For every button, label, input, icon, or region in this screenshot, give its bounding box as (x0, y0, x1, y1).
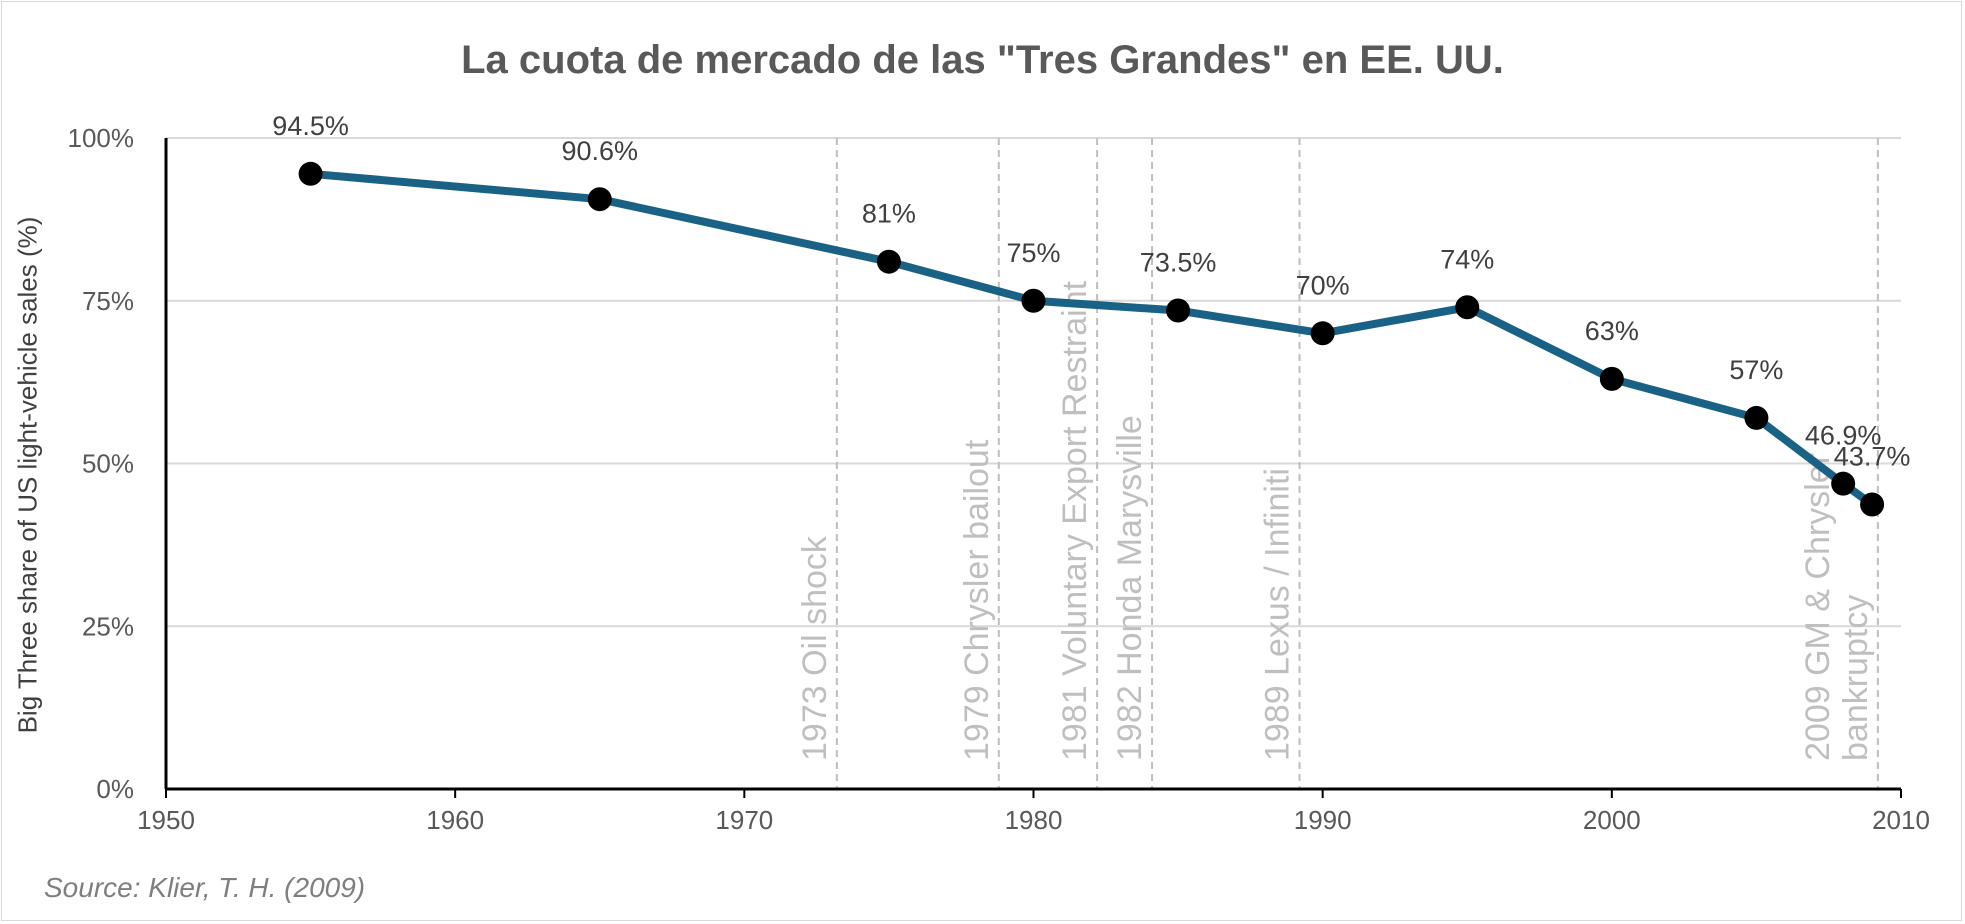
data-label: 70% (1296, 270, 1350, 300)
y-tick-label: 75% (82, 286, 134, 316)
x-tick-label: 1950 (137, 805, 195, 835)
data-point (1021, 288, 1046, 313)
data-label: 63% (1585, 316, 1639, 346)
data-point (587, 187, 612, 212)
data-point (1744, 405, 1769, 430)
x-tick-label: 2010 (1872, 805, 1930, 835)
source-note: Source: Klier, T. H. (2009) (44, 872, 366, 903)
x-tick-label: 1980 (1005, 805, 1063, 835)
data-label: 94.5% (272, 111, 349, 141)
data-label: 90.6% (561, 136, 638, 166)
data-point (298, 161, 323, 186)
data-label: 75% (1006, 238, 1060, 268)
event-label: 1989 Lexus / Infiniti (1259, 468, 1297, 761)
event-label: 1973 Oil shock (796, 535, 834, 761)
y-tick-label: 0% (96, 774, 134, 804)
data-label: 57% (1729, 355, 1783, 385)
data-point (1599, 366, 1624, 391)
x-tick-label: 2000 (1583, 805, 1641, 835)
data-label: 43.7% (1834, 442, 1911, 472)
data-point (876, 249, 901, 274)
event-label: 2009 GM & Chrysler (1799, 453, 1837, 761)
event-label: 1982 Honda Marysville (1111, 415, 1149, 761)
y-tick-label: 100% (68, 123, 135, 153)
x-tick-label: 1970 (715, 805, 773, 835)
data-label: 81% (862, 199, 916, 229)
data-label: 73.5% (1140, 248, 1217, 278)
x-tick-label: 1960 (426, 805, 484, 835)
event-label: 1981 Voluntary Export Restraint (1056, 280, 1094, 761)
data-point (1831, 471, 1856, 496)
chart-title: La cuota de mercado de las "Tres Grandes… (461, 38, 1504, 82)
event-label: bankruptcy (1837, 595, 1875, 761)
y-tick-label: 50% (82, 449, 134, 479)
data-point (1860, 492, 1885, 517)
data-point (1310, 321, 1335, 346)
y-tick-label: 25% (82, 611, 134, 641)
data-point (1166, 298, 1191, 323)
x-tick-label: 1990 (1294, 805, 1352, 835)
data-label: 46.9% (1805, 421, 1882, 451)
data-point (1455, 295, 1480, 320)
event-label: 1979 Chrysler bailout (958, 439, 996, 761)
data-label: 74% (1440, 244, 1494, 274)
